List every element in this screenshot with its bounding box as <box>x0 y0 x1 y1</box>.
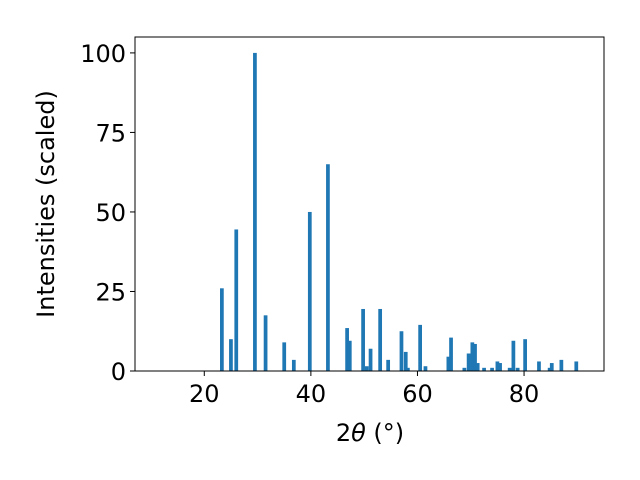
bar-peak-35 <box>515 367 520 371</box>
y-tick-label-25: 25 <box>95 278 126 306</box>
y-tick-label-50: 50 <box>95 199 126 227</box>
bar-peak-8 <box>307 211 312 371</box>
bar-peak-29 <box>482 367 486 371</box>
bar-peak-11 <box>347 340 352 371</box>
bar-peak-21 <box>423 366 428 371</box>
bar-peak-10 <box>345 328 349 371</box>
bar-peak-17 <box>399 331 404 371</box>
bar-peak-40 <box>559 359 564 371</box>
x-tick-label-60: 60 <box>402 380 433 408</box>
bar-peak-5 <box>263 315 268 371</box>
bar-peak-12 <box>361 308 365 371</box>
bar-peak-14 <box>368 348 373 371</box>
bar-peak-34 <box>511 340 516 371</box>
bar-peak-25 <box>466 353 471 371</box>
bar-peak-26 <box>470 342 475 371</box>
bar-peak-33 <box>507 367 512 371</box>
y-axis-label: Intensities (scaled) <box>32 90 60 318</box>
bar-peak-31 <box>495 361 500 371</box>
bar-peak-30 <box>490 367 494 371</box>
bar-peak-36 <box>523 339 527 371</box>
x-tick-label-20: 20 <box>189 380 220 408</box>
bar-peak-3 <box>234 229 239 371</box>
bar-peak-7 <box>291 359 296 371</box>
x-axis-label-prefix: 2 <box>336 419 351 447</box>
x-tick-label-40: 40 <box>296 380 327 408</box>
x-axis-ticks: 20 40 60 80 <box>189 371 539 408</box>
bar-peak-2 <box>229 339 233 371</box>
plot-frame <box>134 36 605 372</box>
bar-peak-16 <box>386 359 391 371</box>
bar-peak-38 <box>547 367 552 371</box>
x-axis-label: 2θ (°) <box>336 419 404 447</box>
bar-peak-4 <box>253 52 257 372</box>
bar-peak-22 <box>446 356 451 371</box>
x-tick-label-80: 80 <box>509 380 540 408</box>
bar-peak-1 <box>220 288 224 371</box>
bar-peak-6 <box>282 342 287 371</box>
bar-peak-13 <box>364 366 369 371</box>
y-tick-label-0: 0 <box>111 358 126 386</box>
bar-peak-15 <box>378 308 383 371</box>
bar-peak-19 <box>406 367 410 371</box>
y-axis-ticks: 0 25 50 75 100 <box>80 40 135 386</box>
bar-peak-20 <box>418 324 422 371</box>
bar-peak-37 <box>537 361 541 371</box>
bar-peak-9 <box>326 164 330 371</box>
bar-peak-24 <box>462 367 467 371</box>
bars-group <box>220 52 579 372</box>
bar-peak-39 <box>549 363 554 371</box>
bar-peak-27 <box>473 343 477 371</box>
x-axis-label-symbol: θ <box>351 419 366 447</box>
y-tick-label-75: 75 <box>95 119 126 147</box>
bar-peak-28 <box>475 363 480 371</box>
bar-peak-23 <box>449 337 453 371</box>
plot-background <box>135 37 604 371</box>
bar-peak-32 <box>498 363 502 371</box>
bar-peak-18 <box>403 351 408 371</box>
bar-peak-41 <box>574 361 579 371</box>
x-axis-label-unit: (°) <box>366 419 404 447</box>
y-tick-label-100: 100 <box>80 40 126 68</box>
